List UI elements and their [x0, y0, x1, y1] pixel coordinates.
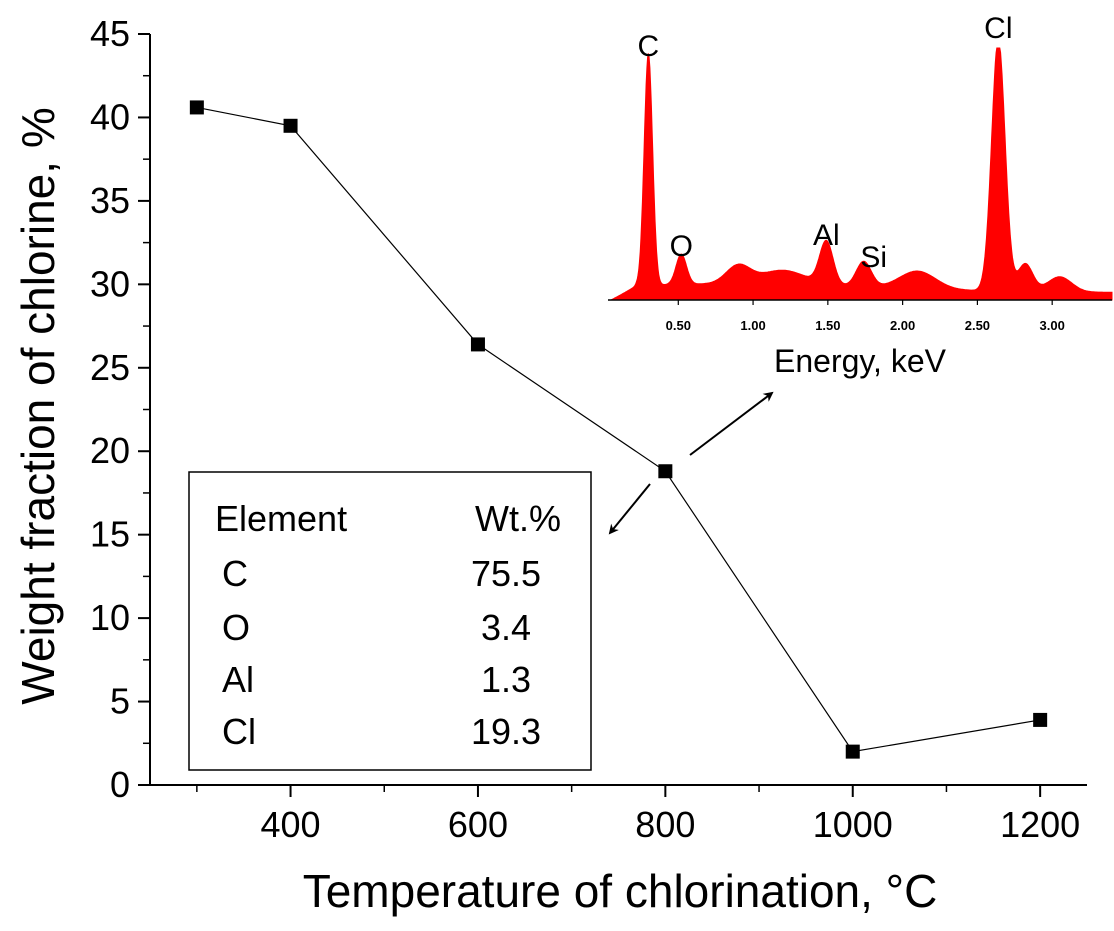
y-tick-label: 25	[90, 347, 130, 388]
table-row-element: Cl	[222, 711, 256, 752]
table-row-value: 75.5	[471, 553, 541, 594]
y-tick-label: 30	[90, 263, 130, 304]
arrows	[608, 391, 774, 535]
table-header-value: Wt.%	[475, 498, 561, 539]
inset-x-axis-title: Energy, keV	[774, 343, 947, 379]
table-row-element: Al	[222, 659, 254, 700]
series-line	[196, 106, 1041, 753]
table-row-element: C	[222, 553, 248, 594]
x-tick-label: 1200	[1000, 804, 1080, 845]
inset-x-tick-label: 0.50	[666, 318, 691, 333]
peak-label: Cl	[984, 12, 1012, 45]
y-tick-label: 40	[90, 96, 130, 137]
y-tick-label: 5	[110, 681, 130, 722]
y-axis-ticks: 0 5 10 15 20 25 30 35 40 45	[90, 13, 150, 805]
x-tick-label: 400	[261, 804, 321, 845]
spectrum-area	[608, 47, 1113, 301]
arrow-to-table	[608, 483, 651, 535]
peak-label: C	[638, 30, 660, 63]
peak-label: Si	[860, 241, 887, 274]
y-axis-title: Weight fraction of chlorine, %	[12, 107, 64, 704]
data-point	[845, 744, 860, 759]
x-tick-label: 1000	[813, 804, 893, 845]
inset-x-tick-label: 1.00	[740, 318, 765, 333]
inset-x-tick-label: 1.50	[815, 318, 840, 333]
data-point	[658, 464, 673, 479]
data-point	[283, 118, 298, 133]
table-header-element: Element	[215, 498, 347, 539]
data-point	[189, 100, 204, 115]
table-row-value: 19.3	[471, 711, 541, 752]
x-axis-title: Temperature of chlorination, °C	[303, 865, 938, 917]
y-tick-label: 10	[90, 597, 130, 638]
data-point	[470, 337, 485, 352]
y-tick-label: 45	[90, 13, 130, 54]
table-row-element: O	[222, 607, 250, 648]
y-tick-label: 35	[90, 180, 130, 221]
inset-x-tick-label: 2.00	[890, 318, 915, 333]
data-point	[1033, 712, 1048, 727]
table-row-value: 3.4	[481, 607, 531, 648]
composition-table: Element Wt.% C 75.5 O 3.4 Al 1.3 Cl 19.3	[188, 471, 592, 771]
inset-spectrum: 0.50 1.00 1.50 2.00 2.50 3.00 C O Al Si Cl	[608, 12, 1113, 333]
table-row-value: 1.3	[481, 659, 531, 700]
composition-table-frame	[188, 471, 592, 771]
inset-x-tick-label: 3.00	[1040, 318, 1065, 333]
y-tick-label: 0	[110, 764, 130, 805]
x-axis-ticks: 400 600 800 1000 1200	[196, 785, 1080, 845]
peak-label: O	[670, 230, 693, 263]
y-tick-label: 15	[90, 514, 130, 555]
x-tick-label: 800	[635, 804, 695, 845]
x-tick-label: 600	[448, 804, 508, 845]
data-series	[189, 100, 1048, 759]
peak-label: Al	[813, 219, 840, 252]
y-tick-label: 20	[90, 430, 130, 471]
arrow-to-spectrum	[689, 391, 774, 456]
inset-x-tick-label: 2.50	[965, 318, 990, 333]
